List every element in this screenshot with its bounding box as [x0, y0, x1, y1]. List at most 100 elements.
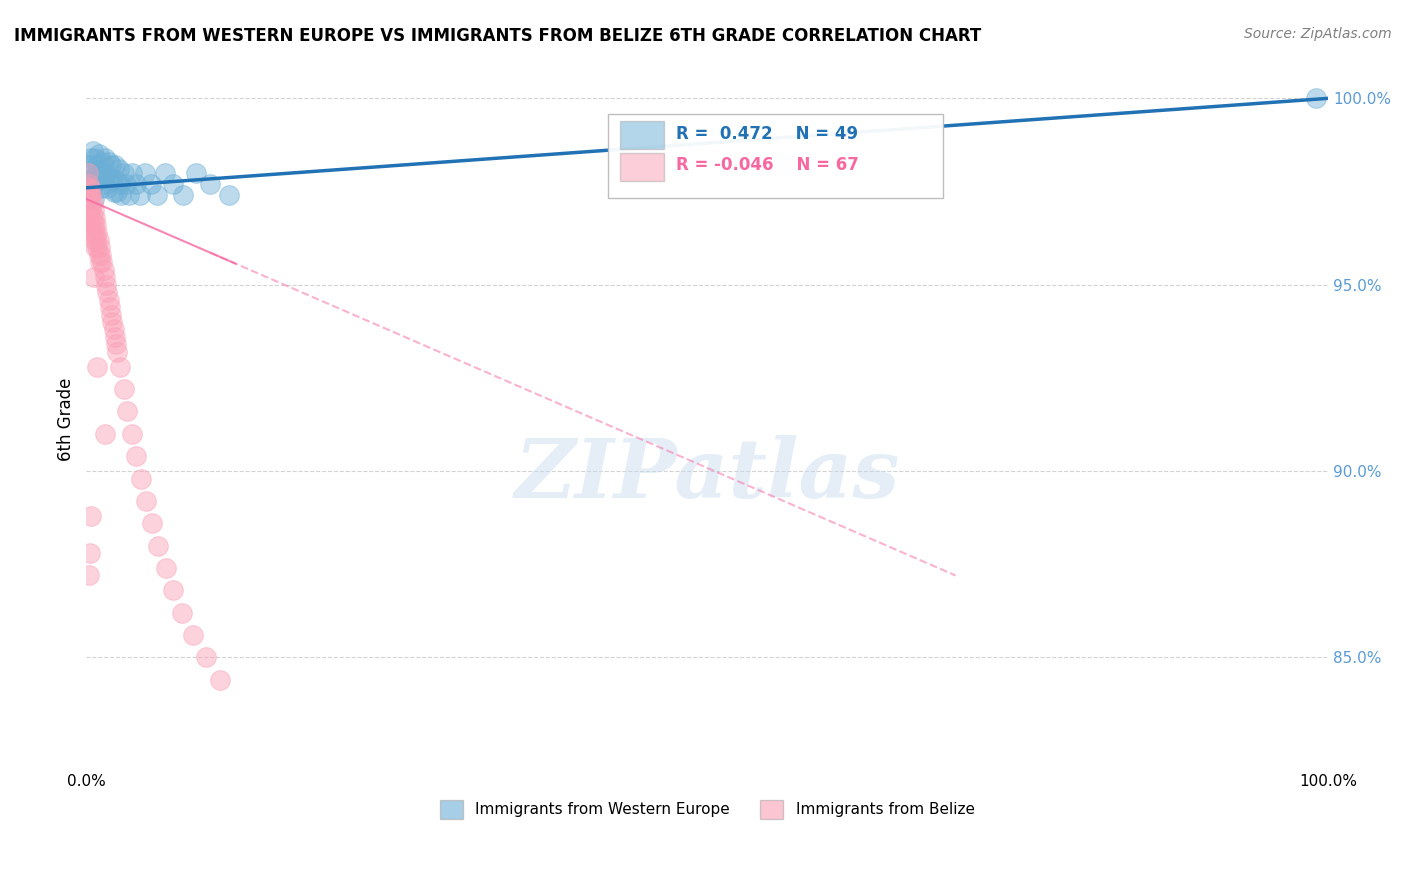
Point: [108, 177, 131, 191]
Point: [96, 181, 118, 195]
Point: [84, 177, 107, 191]
Point: [84, 240, 107, 254]
Point: [86, 359, 108, 374]
Point: [117, 188, 139, 202]
Point: [84, 211, 107, 225]
Point: [117, 404, 139, 418]
Y-axis label: 6th Grade: 6th Grade: [58, 377, 75, 460]
Point: [103, 322, 125, 336]
Point: [105, 173, 128, 187]
Point: [93, 169, 115, 184]
Point: [170, 606, 193, 620]
Point: [82, 169, 104, 184]
Point: [82, 144, 104, 158]
Point: [80, 188, 103, 202]
Point: [86, 226, 108, 240]
Point: [103, 185, 125, 199]
Point: [155, 561, 177, 575]
Point: [91, 255, 114, 269]
Point: [80, 218, 103, 232]
Point: [100, 158, 122, 172]
Legend: Immigrants from Western Europe, Immigrants from Belize: Immigrants from Western Europe, Immigran…: [434, 794, 980, 825]
Point: [194, 650, 217, 665]
Point: [97, 293, 120, 307]
Point: [84, 169, 107, 184]
Point: [139, 177, 162, 191]
Point: [84, 151, 107, 165]
Point: [83, 203, 105, 218]
Point: [209, 673, 232, 687]
Point: [125, 177, 148, 191]
Point: [125, 449, 148, 463]
Point: [91, 154, 114, 169]
Point: [93, 262, 115, 277]
FancyBboxPatch shape: [620, 153, 664, 181]
Text: R = -0.046    N = 67: R = -0.046 N = 67: [676, 156, 859, 174]
Point: [90, 248, 112, 262]
Point: [83, 233, 105, 247]
Point: [83, 162, 105, 177]
Point: [98, 300, 121, 314]
Point: [112, 382, 135, 396]
Point: [94, 151, 117, 165]
Point: [128, 188, 150, 202]
Point: [87, 147, 110, 161]
Point: [76, 195, 98, 210]
Point: [77, 568, 100, 582]
Point: [96, 166, 118, 180]
Point: [115, 177, 138, 191]
Point: [86, 240, 108, 254]
Point: [89, 240, 111, 254]
Point: [104, 158, 127, 172]
Point: [101, 173, 124, 187]
FancyBboxPatch shape: [620, 121, 664, 149]
Point: [76, 166, 98, 180]
Point: [76, 211, 98, 225]
Point: [121, 166, 143, 180]
Point: [87, 173, 110, 187]
Point: [107, 162, 129, 177]
Point: [84, 233, 107, 247]
Point: [105, 344, 128, 359]
Point: [146, 188, 169, 202]
Point: [77, 192, 100, 206]
Point: [82, 195, 104, 210]
Point: [79, 158, 101, 172]
Point: [79, 546, 101, 560]
Point: [87, 233, 110, 247]
Point: [141, 516, 163, 531]
Point: [148, 539, 170, 553]
Text: Source: ZipAtlas.com: Source: ZipAtlas.com: [1244, 27, 1392, 41]
Point: [94, 426, 117, 441]
Point: [135, 494, 157, 508]
Point: [77, 177, 100, 191]
Point: [80, 181, 103, 195]
Point: [77, 173, 100, 187]
Point: [181, 628, 204, 642]
Point: [83, 270, 105, 285]
Point: [162, 583, 184, 598]
Point: [105, 337, 128, 351]
Point: [87, 248, 110, 262]
Point: [80, 508, 103, 523]
Point: [82, 211, 104, 225]
Text: R =  0.472    N = 49: R = 0.472 N = 49: [676, 126, 858, 144]
Point: [100, 308, 122, 322]
Point: [82, 226, 104, 240]
Point: [89, 255, 111, 269]
Point: [90, 181, 112, 195]
Point: [79, 181, 101, 195]
Point: [98, 169, 121, 184]
Point: [134, 166, 156, 180]
Point: [101, 315, 124, 329]
Point: [105, 185, 128, 199]
Point: [129, 471, 152, 485]
Point: [79, 188, 101, 202]
Point: [112, 166, 135, 180]
FancyBboxPatch shape: [607, 114, 943, 198]
Point: [79, 211, 101, 225]
Point: [86, 158, 108, 172]
Point: [80, 151, 103, 165]
Point: [79, 195, 101, 210]
Point: [104, 330, 127, 344]
